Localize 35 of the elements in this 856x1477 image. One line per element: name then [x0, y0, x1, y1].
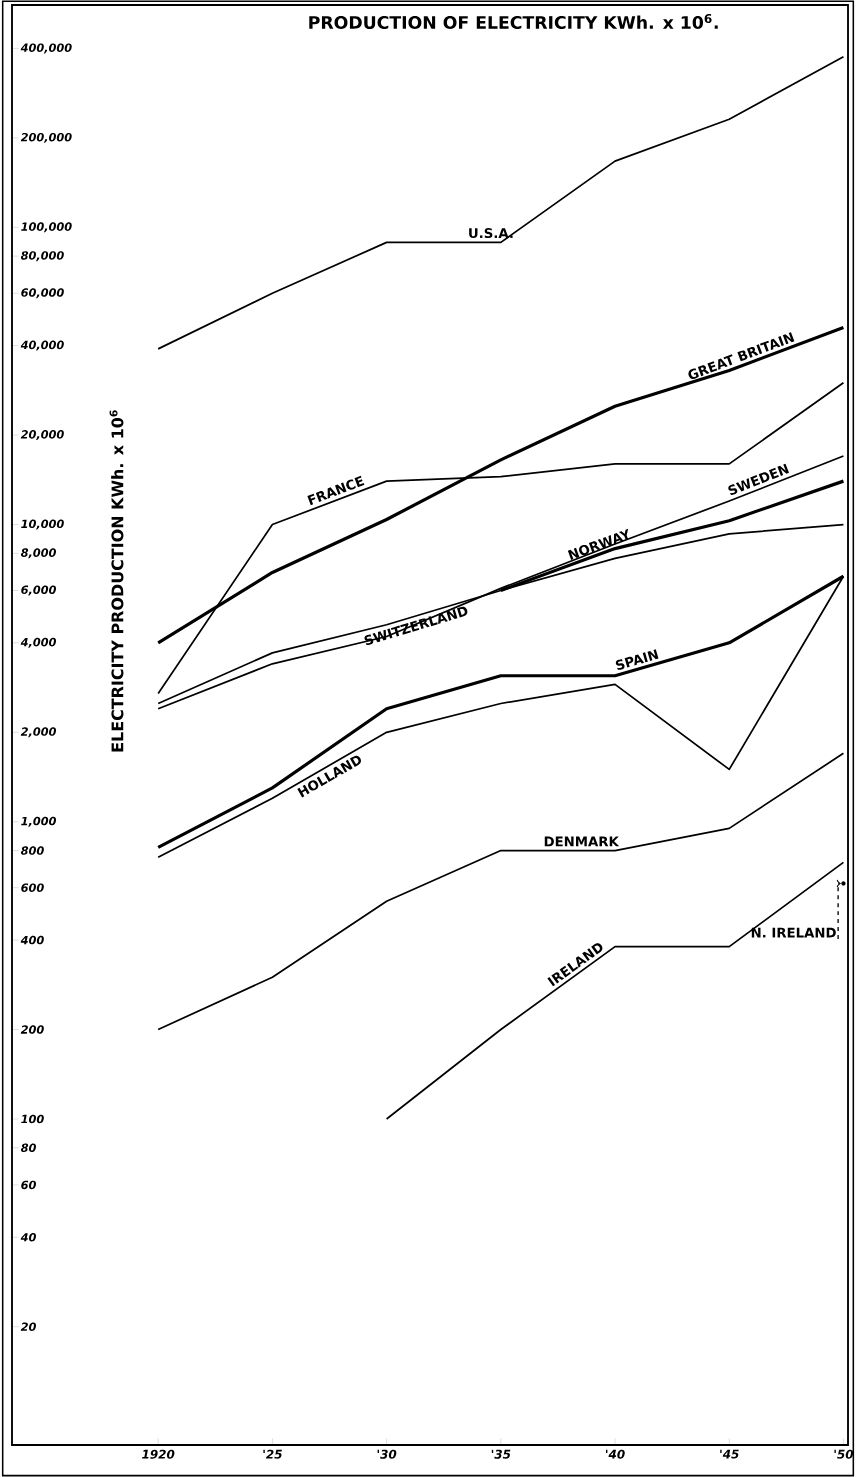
y-tick-label: 20,000	[20, 430, 64, 441]
y-tick-label: 2,000	[20, 727, 57, 738]
x-tick-label: '50	[834, 1449, 854, 1459]
y-tick-label: 6,000	[21, 585, 57, 596]
y-tick-label: 60,000	[21, 288, 64, 299]
x-tick-label: '25	[263, 1449, 282, 1459]
y-tick-label: 4,000	[20, 637, 57, 648]
y-tick-label: 100,000	[21, 222, 72, 233]
y-tick-label: 600	[21, 883, 44, 892]
x-tick-label: '40	[606, 1449, 625, 1459]
y-tick-label: 8,000	[20, 548, 57, 559]
x-tick-label: '35	[491, 1449, 511, 1459]
series-label: DENMARK	[544, 836, 620, 847]
y-tick-label: 100	[21, 1114, 44, 1124]
y-tick-label: 200,000	[20, 132, 72, 143]
y-tick-label: 10,000	[21, 519, 64, 530]
chart-title: PRODUCTION OF ELECTRICITY KWh. x 10$^{6}$.	[309, 13, 718, 29]
y-tick-label: 400	[20, 935, 44, 945]
series-label: U.S.A.	[469, 228, 513, 239]
x-tick-label: '30	[377, 1449, 397, 1459]
y-tick-label: 40	[20, 1232, 37, 1242]
annotation: N. IRELAND	[751, 927, 836, 938]
y-tick-label: 200	[20, 1025, 44, 1034]
text: SPAIN	[615, 649, 659, 670]
y-tick-label: 20	[20, 1322, 37, 1332]
y-tick-label: 80	[20, 1143, 37, 1153]
y-tick-label: 1,000	[21, 816, 57, 827]
y-tick-label: 40,000	[20, 340, 64, 351]
y-axis-title: ELECTRICITY PRODUCTION KWh. x 10$^{6}$	[109, 410, 124, 752]
y-tick-label: 60	[21, 1180, 37, 1190]
y-tick-label: 80,000	[20, 251, 64, 262]
y-tick-label: 800	[20, 846, 44, 855]
x-tick-label: '45	[720, 1449, 739, 1459]
x-tick-label: 1920	[142, 1449, 175, 1459]
y-tick-label: 400,000	[20, 43, 72, 54]
